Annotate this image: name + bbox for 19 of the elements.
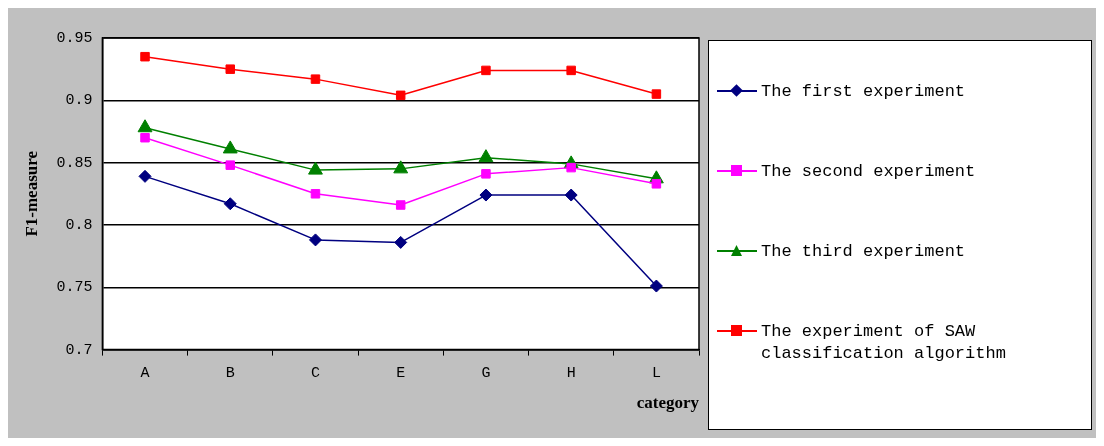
x-tick-label: L — [651, 364, 661, 382]
legend-label: The third experiment — [761, 241, 966, 263]
x-axis-title: category — [636, 393, 700, 413]
y-tick-label: 0.9 — [65, 92, 93, 110]
y-tick-label: 0.95 — [56, 29, 93, 47]
x-tick-label: C — [310, 364, 320, 382]
legend-label: The experiment of SAW classification algorithm — [761, 321, 1007, 365]
y-tick-label: 0.7 — [65, 341, 93, 359]
x-tick-label: H — [566, 364, 576, 382]
x-tick-label: A — [140, 364, 150, 382]
y-tick-label: 0.8 — [65, 216, 93, 234]
x-tick-label: B — [225, 364, 235, 382]
y-axis-title: F1-measure — [21, 150, 41, 237]
legend-label: The second experiment — [761, 161, 976, 183]
y-tick-label: 0.75 — [56, 279, 93, 297]
legend-label: The first experiment — [761, 81, 966, 103]
x-tick-label: E — [396, 364, 406, 382]
y-tick-label: 0.85 — [56, 154, 93, 172]
x-tick-label: G — [481, 364, 491, 382]
